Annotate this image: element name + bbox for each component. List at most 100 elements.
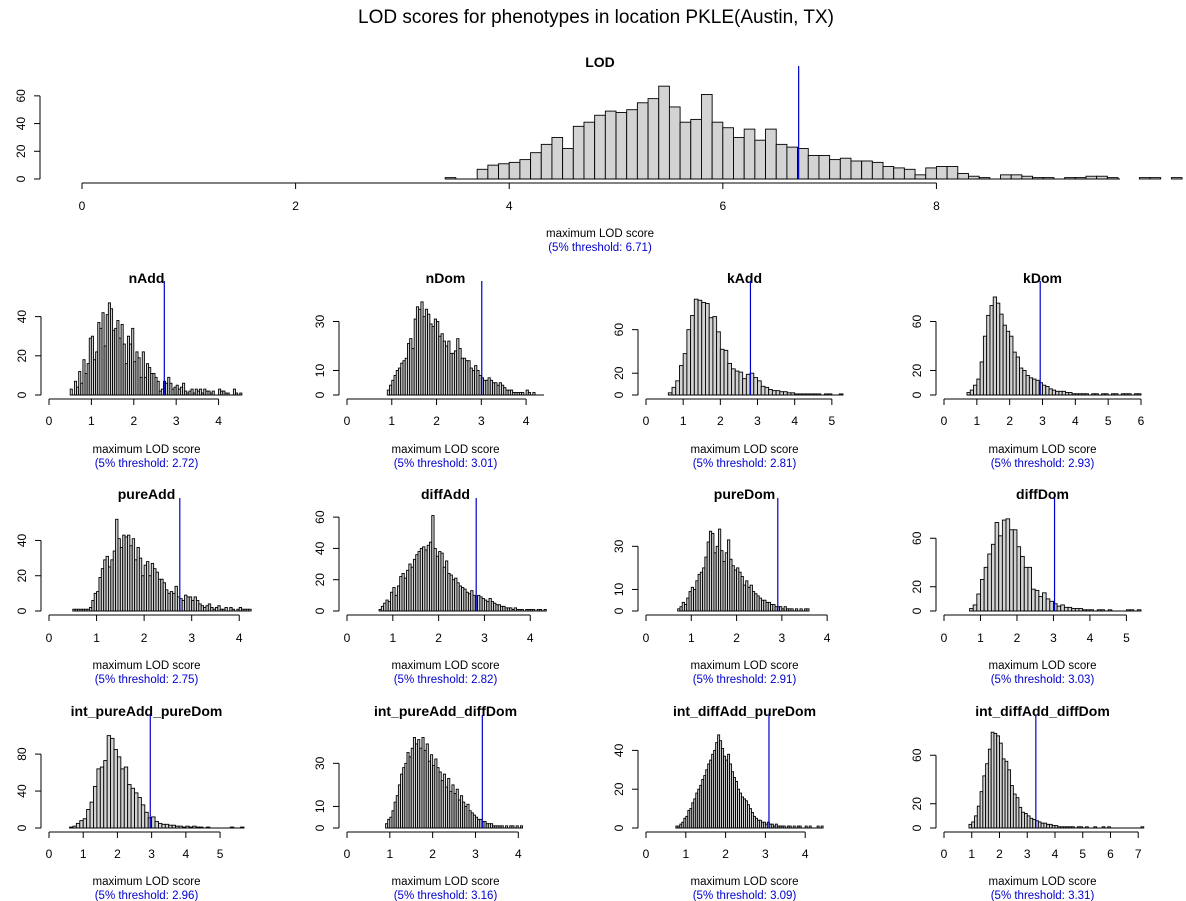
y-tick-label: 30: [313, 315, 327, 329]
x-tick-label: 3: [478, 414, 485, 428]
histogram-bar: [1005, 330, 1011, 396]
threshold-label: (5% threshold: 3.01): [394, 458, 498, 470]
histogram-bar: [647, 98, 660, 180]
x-tick-label: 2: [141, 631, 148, 645]
y-tick-label: 60: [313, 510, 327, 524]
histogram-bar: [992, 296, 997, 396]
x-axis-label: maximum LOD score: [392, 444, 500, 456]
x-tick-label: 2: [717, 414, 724, 428]
histogram-bar: [722, 127, 734, 180]
histogram-bar: [982, 335, 988, 396]
histogram-bar: [508, 161, 521, 180]
histogram-bar: [973, 384, 978, 396]
x-tick-label: 2: [722, 847, 729, 861]
y-tick-label: 20: [15, 569, 29, 583]
threshold-label: (5% threshold: 2.72): [95, 458, 199, 470]
y-tick-label: 20: [910, 364, 924, 378]
histogram-bar: [96, 768, 101, 829]
histogram-bar: [716, 331, 721, 396]
histogram-bar: [990, 543, 996, 612]
histogram-bar: [839, 157, 852, 180]
histogram-bar: [980, 579, 985, 612]
x-tick-label: 3: [762, 847, 769, 861]
histogram-bar: [113, 749, 118, 829]
x-tick-label: 2: [130, 414, 137, 428]
y-tick-label: 30: [313, 756, 327, 770]
histogram-bar: [734, 370, 740, 396]
histogram-bar: [583, 121, 596, 180]
x-tick-label: 1: [680, 414, 687, 428]
histogram-bar: [615, 112, 628, 180]
histogram-bar: [976, 378, 981, 396]
histogram-bar: [972, 604, 978, 612]
y-tick-label: 60: [14, 89, 28, 103]
histogram-bar: [248, 608, 252, 612]
histogram-bar: [969, 389, 975, 396]
histogram-bar: [161, 823, 166, 829]
histogram-bar: [994, 522, 1000, 612]
y-tick-label: 0: [15, 391, 29, 398]
x-tick-label: 1: [688, 631, 695, 645]
histogram-bar: [786, 146, 799, 180]
y-tick-label: 0: [313, 607, 327, 614]
x-tick-label: 4: [506, 199, 513, 213]
histogram-bar: [1170, 177, 1183, 180]
y-tick-label: 20: [15, 349, 29, 363]
histogram-panel: int_diffAdd_diffDom 0 1 2 3 4 5 6 7 0 20 60 maximum …: [910, 703, 1145, 901]
histogram-bar: [829, 159, 841, 180]
histogram-bar: [562, 148, 574, 180]
y-tick-label: 60: [910, 315, 924, 329]
histogram-bar: [1022, 370, 1027, 396]
y-tick-label: 60: [910, 531, 924, 545]
histogram-bar: [1048, 388, 1053, 396]
x-tick-label: 0: [941, 414, 948, 428]
panel-title: int_pureAdd_pureDom: [71, 703, 223, 719]
x-axis-label: maximum LOD score: [546, 228, 654, 240]
histogram-bar: [731, 368, 736, 396]
histogram-bar: [86, 809, 91, 829]
x-tick-label: 0: [46, 414, 53, 428]
y-tick-label: 40: [14, 117, 28, 131]
histogram-bar: [711, 121, 724, 180]
histogram-bar: [686, 329, 692, 396]
histogram-bar: [1002, 324, 1007, 396]
threshold-label: (5% threshold: 3.16): [394, 890, 498, 901]
histogram-bar: [1027, 566, 1033, 612]
panel-title: kDom: [1023, 270, 1062, 286]
x-tick-label: 6: [1138, 414, 1145, 428]
y-tick-label: 0: [15, 607, 29, 614]
histogram-bar: [1010, 174, 1023, 180]
threshold-label: (5% threshold: 2.81): [693, 458, 797, 470]
histogram-bar: [690, 315, 695, 396]
x-tick-label: 5: [1079, 847, 1086, 861]
x-tick-label: 2: [1014, 631, 1021, 645]
histogram-bar: [116, 756, 122, 829]
y-tick-label: 0: [612, 824, 626, 831]
x-tick-label: 4: [1052, 847, 1059, 861]
histogram-bar: [1020, 555, 1025, 612]
x-tick-label: 4: [236, 631, 243, 645]
histogram-bar: [987, 553, 992, 612]
x-tick-label: 3: [481, 631, 488, 645]
x-tick-label: 1: [968, 847, 975, 861]
histogram-bar: [127, 784, 132, 829]
histogram-bar: [1038, 596, 1043, 612]
histogram-bar: [1035, 379, 1040, 396]
threshold-label: (5% threshold: 3.09): [693, 890, 797, 901]
x-tick-label: 4: [1072, 414, 1079, 428]
histogram-bar: [986, 314, 991, 396]
histogram-bar: [154, 821, 159, 829]
y-tick-label: 40: [15, 310, 29, 324]
x-tick-label: 1: [88, 414, 95, 428]
histogram-bar: [1016, 546, 1022, 612]
x-tick-label: 2: [292, 199, 299, 213]
histogram-bar: [871, 161, 884, 180]
x-tick-label: 1: [93, 631, 100, 645]
threshold-label: (5% threshold: 2.96): [95, 890, 199, 901]
x-tick-label: 4: [1087, 631, 1094, 645]
histogram-bar: [1025, 374, 1030, 396]
histogram-bar: [75, 822, 81, 829]
threshold-label: (5% threshold: 2.82): [394, 674, 498, 686]
y-tick-label: 20: [14, 144, 28, 158]
